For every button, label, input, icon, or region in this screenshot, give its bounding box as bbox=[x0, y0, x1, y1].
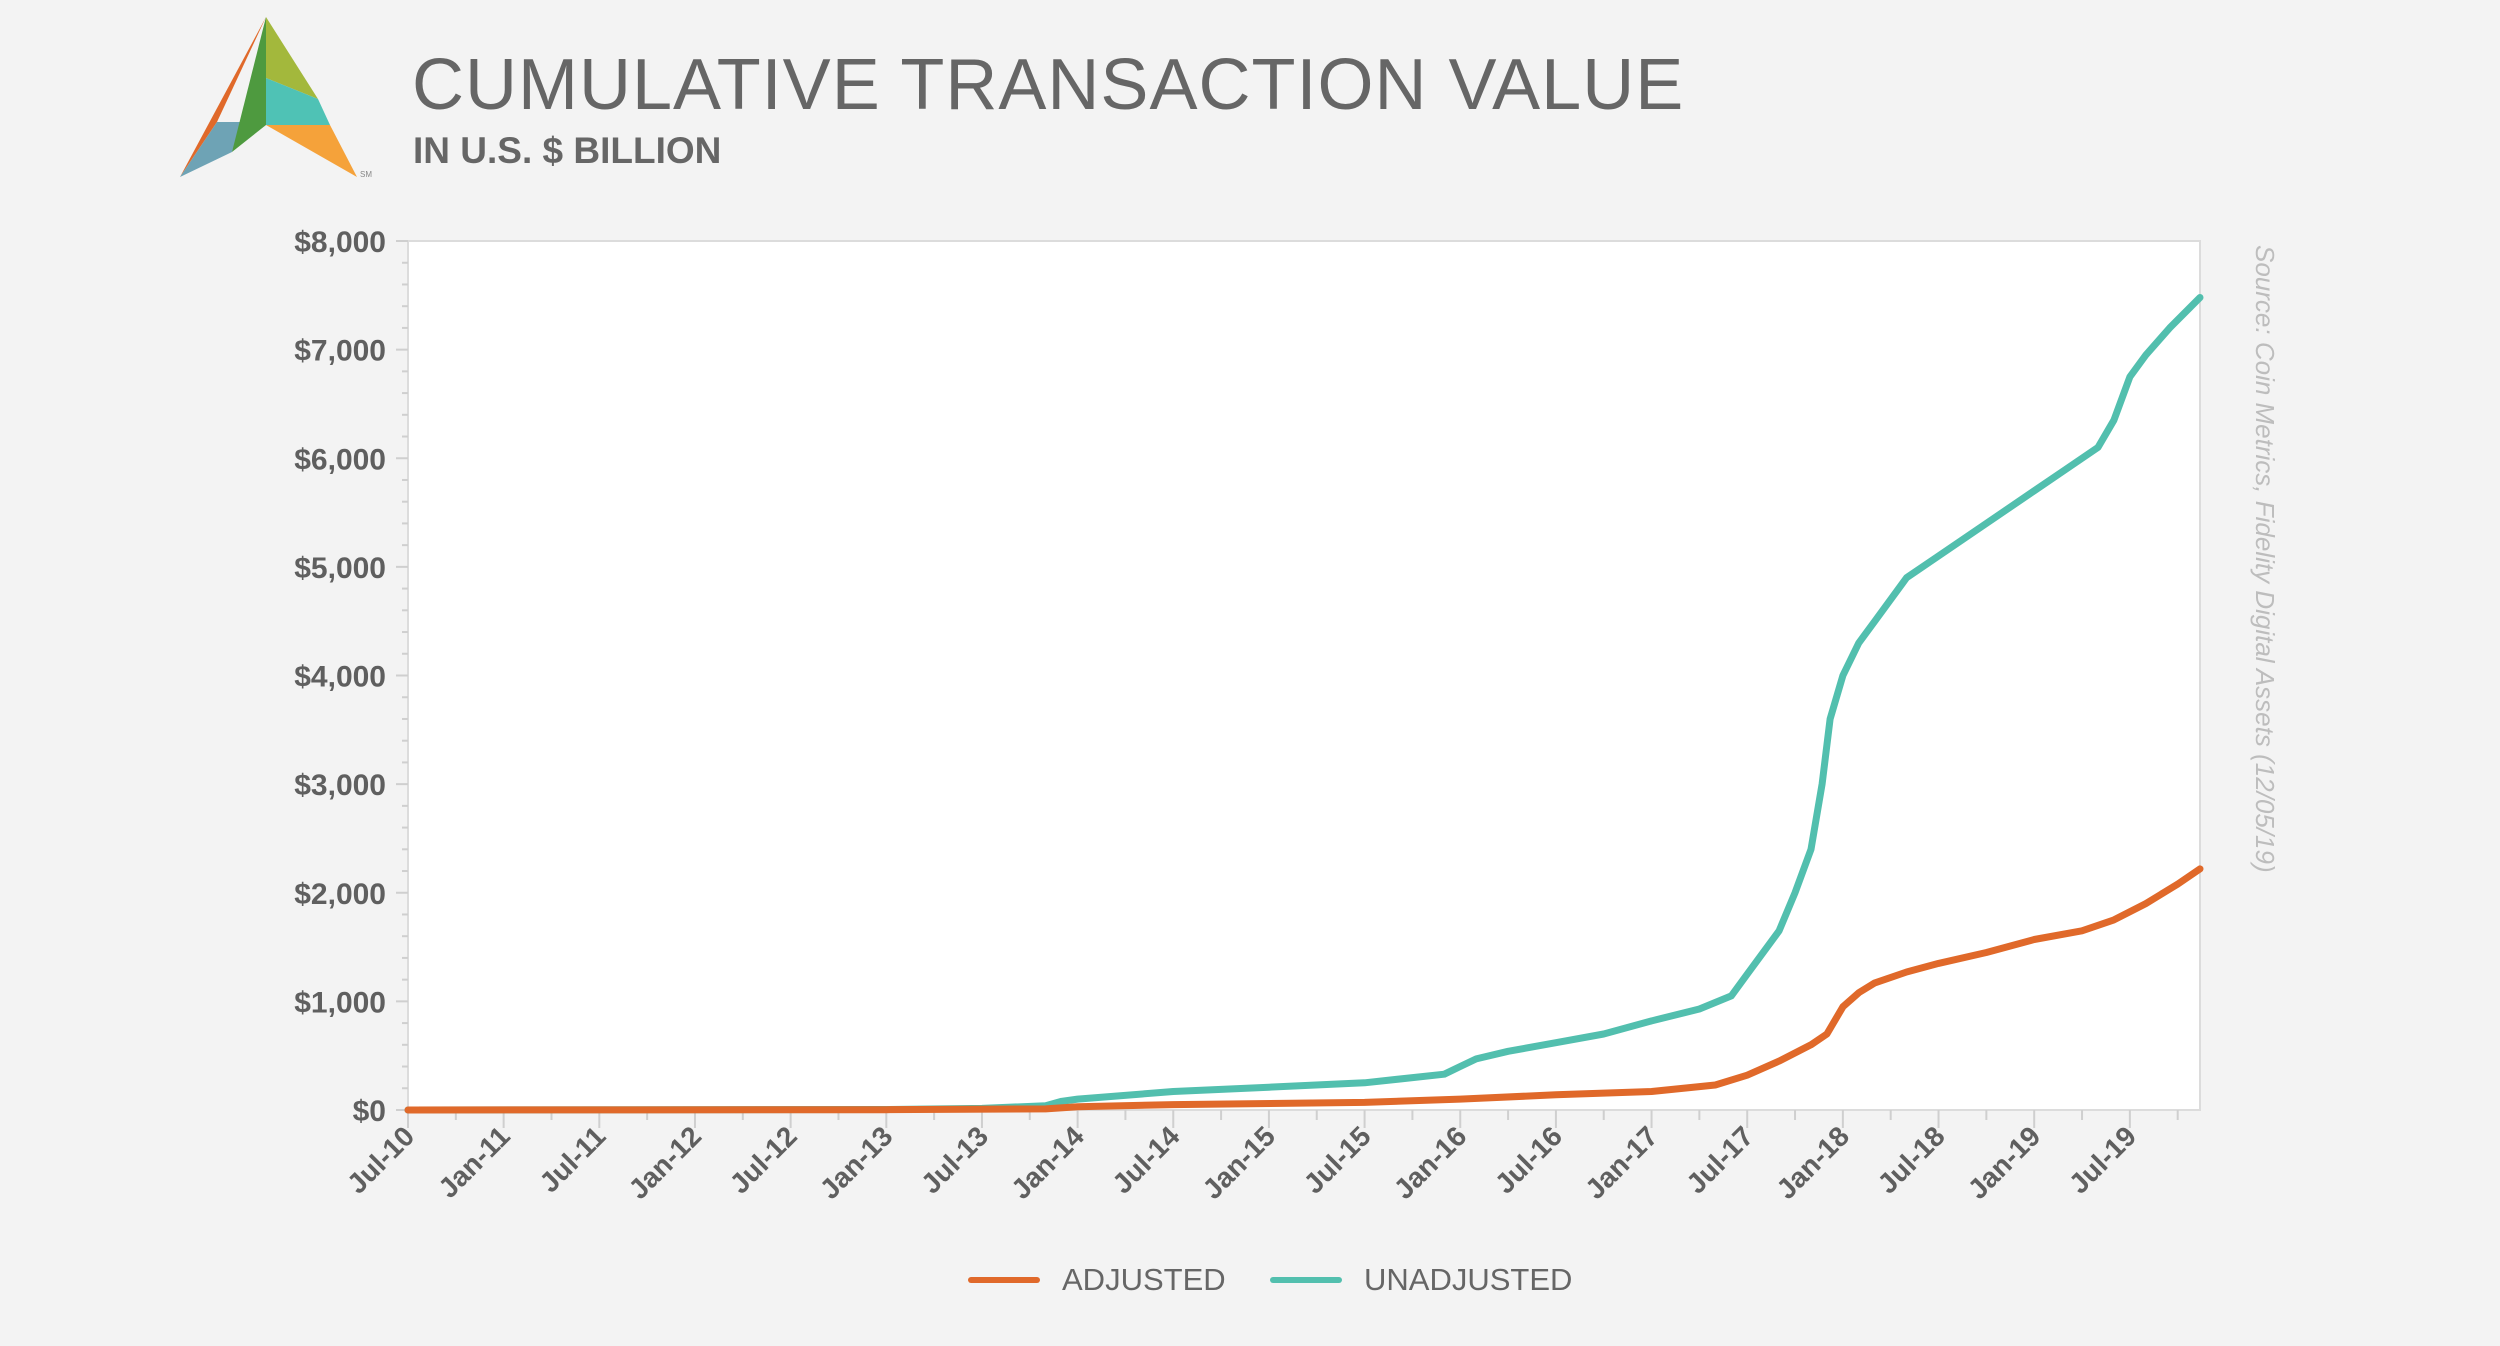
x-tick-label: Jul-17 bbox=[1680, 1120, 1759, 1199]
x-tick-label: Jul-13 bbox=[915, 1120, 994, 1199]
y-tick-label: $8,000 bbox=[294, 226, 386, 259]
legend-unadjusted: UNADJUSTED bbox=[1270, 1262, 1572, 1298]
x-tick-label: Jan-16 bbox=[1388, 1120, 1473, 1205]
x-tick-label: Jan-18 bbox=[1770, 1120, 1855, 1205]
y-tick-label: $5,000 bbox=[294, 552, 386, 585]
x-tick-label: Jan-15 bbox=[1197, 1120, 1282, 1205]
y-tick-label: $1,000 bbox=[294, 986, 386, 1019]
x-tick-label: Jul-10 bbox=[341, 1120, 420, 1199]
x-tick-label: Jul-18 bbox=[1872, 1120, 1951, 1199]
x-tick-label: Jul-15 bbox=[1298, 1120, 1377, 1199]
x-tick-label: Jul-14 bbox=[1106, 1120, 1185, 1199]
series-line-adjusted bbox=[404, 865, 2204, 1114]
plot-area bbox=[407, 240, 2201, 1111]
logo: SM bbox=[180, 17, 372, 179]
legend-swatch-adjusted bbox=[968, 1277, 1040, 1283]
y-tick-label: $7,000 bbox=[294, 335, 386, 368]
legend-label-unadjusted: UNADJUSTED bbox=[1364, 1262, 1573, 1297]
x-tick-label: Jan-12 bbox=[623, 1120, 708, 1205]
x-tick-label: Jul-19 bbox=[2063, 1120, 2142, 1199]
svg-text:SM: SM bbox=[360, 170, 372, 179]
legend-label-adjusted: ADJUSTED bbox=[1062, 1262, 1226, 1297]
legend-adjusted: ADJUSTED bbox=[968, 1262, 1226, 1298]
x-tick-label: Jan-11 bbox=[432, 1120, 516, 1204]
series-line-unadjusted bbox=[404, 294, 2204, 1114]
y-tick-label: $2,000 bbox=[294, 878, 386, 911]
chart-subtitle: IN U.S. $ BILLION bbox=[413, 130, 722, 171]
source-note: Source: Coin Metrics, Fidelity Digital A… bbox=[2250, 245, 2280, 873]
x-tick-label: Jan-17 bbox=[1579, 1120, 1664, 1205]
y-tick-label: $6,000 bbox=[294, 443, 386, 476]
x-tick-label: Jul-11 bbox=[534, 1120, 612, 1198]
x-tick-label: Jul-16 bbox=[1489, 1120, 1568, 1199]
legend-swatch-unadjusted bbox=[1270, 1277, 1342, 1283]
chart-title: CUMULATIVE TRANSACTION VALUE bbox=[412, 45, 1685, 125]
x-tick-label: Jul-12 bbox=[724, 1120, 803, 1199]
x-tick-label: Jan-19 bbox=[1962, 1120, 2047, 1205]
y-tick-label: $4,000 bbox=[294, 661, 386, 694]
y-tick-label: $3,000 bbox=[294, 769, 386, 802]
x-tick-label: Jan-13 bbox=[814, 1120, 899, 1205]
x-tick-label: Jan-14 bbox=[1005, 1120, 1090, 1205]
y-tick-label: $0 bbox=[353, 1095, 386, 1128]
